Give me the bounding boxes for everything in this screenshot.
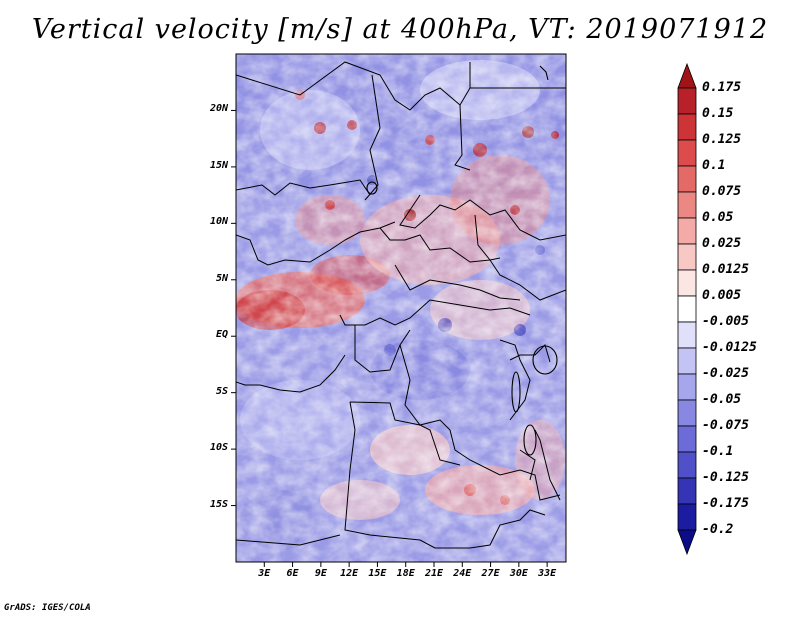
colorbar-bin (677, 191, 697, 219)
lon-label: 21E (424, 568, 444, 579)
colorbar-label: 0.125 (702, 132, 742, 147)
colorbar-bin (677, 425, 697, 453)
colorbar-label: -0.05 (702, 392, 742, 407)
colorbar-bin (677, 165, 697, 193)
colorbar-bin (677, 87, 697, 115)
map-title: Vertical velocity [m/s] at 400hPa, VT: 2… (31, 14, 769, 45)
lat-label: 10S (209, 442, 228, 454)
colorbar-label: 0.05 (702, 210, 734, 225)
country-borders (236, 61, 566, 549)
lon-label: 24E (453, 568, 472, 579)
colorbar-bin (677, 139, 697, 167)
colorbar-label: -0.025 (702, 366, 749, 381)
lon-label: 15E (368, 568, 387, 579)
colorbar-bin (677, 503, 697, 531)
lat-label: EQ (215, 329, 228, 341)
colorbar-label: 0.025 (702, 236, 742, 251)
colorbar-bin (677, 451, 697, 479)
colorbar-label: 0.0125 (702, 262, 749, 277)
lon-label: 33E (538, 568, 557, 579)
grads-credit: GrADS: IGES/COLA (4, 603, 91, 613)
lon-label: 9E (314, 568, 327, 579)
plot-frame (235, 53, 567, 563)
colorbar-bin (677, 113, 697, 141)
colorbar-bin (677, 477, 697, 505)
colorbar-label: -0.075 (702, 418, 749, 433)
colorbar-label: -0.175 (702, 496, 749, 511)
colorbar-label: 0.175 (702, 80, 742, 95)
lon-label: 18E (396, 568, 415, 579)
colorbar-bin (677, 399, 697, 427)
lat-tick-marks (231, 109, 236, 507)
colorbar-label: 0.075 (702, 184, 742, 199)
lat-label: 15S (209, 498, 228, 510)
lat-label: 10N (209, 216, 228, 228)
lon-tick-marks (263, 562, 548, 567)
colorbar-label: 0.15 (702, 106, 734, 121)
lat-label: 15N (209, 159, 228, 171)
colorbar-bin (677, 269, 697, 297)
lat-label: 5N (215, 272, 228, 284)
lon-label: 3E (258, 568, 271, 579)
lat-label: 20N (209, 103, 228, 115)
colorbar (677, 62, 697, 556)
colorbar-label: -0.1 (702, 444, 734, 459)
colorbar-bin (677, 217, 697, 245)
lon-label: 12E (340, 568, 359, 579)
lakes (366, 65, 558, 456)
lon-label: 30E (509, 568, 528, 579)
colorbar-bin (677, 347, 697, 375)
lon-label: 6E (286, 568, 299, 579)
colorbar-label: -0.005 (702, 314, 749, 329)
colorbar-bin (677, 373, 697, 401)
colorbar-min-triangle (677, 529, 697, 556)
colorbar-label: -0.2 (702, 522, 734, 537)
colorbar-label: 0.1 (702, 158, 726, 173)
colorbar-bin (677, 243, 697, 271)
lon-label: 27E (481, 568, 500, 579)
lat-label: 5S (215, 385, 228, 397)
colorbar-label: -0.0125 (702, 340, 757, 355)
colorbar-label: 0.005 (702, 288, 742, 303)
colorbar-max-triangle (677, 62, 697, 89)
colorbar-bin (677, 321, 697, 349)
colorbar-label: -0.125 (702, 470, 749, 485)
velocity-field (236, 54, 566, 562)
colorbar-bin (677, 295, 697, 323)
